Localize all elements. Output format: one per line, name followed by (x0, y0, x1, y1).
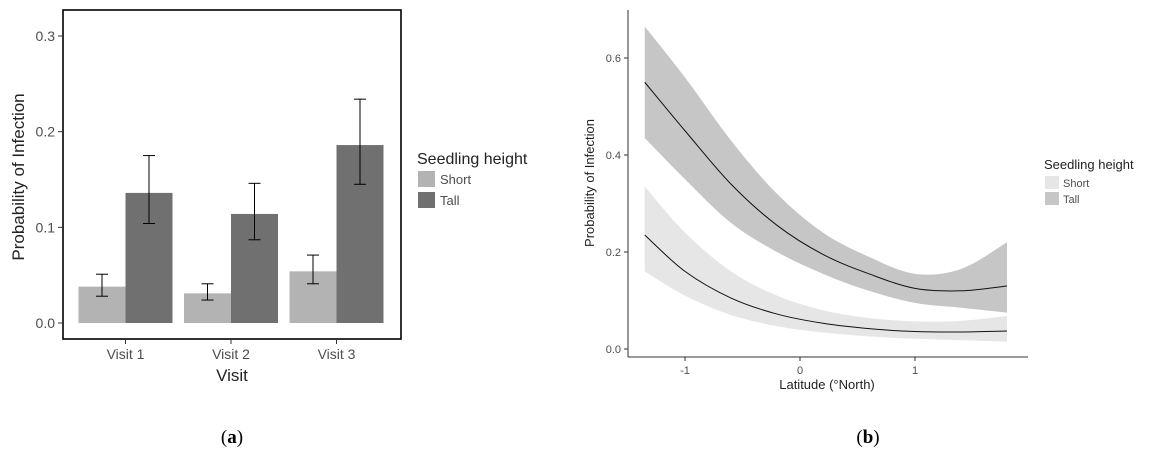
panel-b-legend-label-tall: Tall (1063, 194, 1080, 206)
panel-a-error-bars (96, 98, 366, 301)
panel-a-legend-label-short: Short (440, 172, 471, 187)
panel-b-y-axis-label: Probability of Infection (582, 119, 597, 247)
panel-a-x-tick-label: Visit 1 (107, 346, 145, 362)
panel-b-caption-letter: b (863, 427, 874, 448)
panel-a-caption-letter: a (227, 427, 237, 448)
panel-a-y-tick-label: 0.0 (36, 315, 56, 331)
panel-b-y-tick-label: 0.0 (606, 344, 621, 356)
panel-a-legend-swatch-short (418, 171, 435, 187)
panel-a: 0.0 0.1 0.2 0.3 Visit 1 Visit 2 Visit 3 Visit… (9, 9, 528, 448)
panel-a-x-axis-label: Visit (216, 366, 248, 385)
panel-a-legend: Seedling height Short Tall (417, 151, 528, 208)
fit-line-tall (644, 81, 1008, 292)
panel-a-y-tick-label: 0.1 (36, 219, 56, 235)
panel-a-bars (78, 145, 384, 323)
panel-a-caption: (a) (221, 427, 243, 448)
panel-b-y-tick-label: 0.6 (606, 53, 621, 65)
panel-b-legend-label-short: Short (1063, 178, 1089, 190)
panel-a-y-tick-label: 0.3 (36, 28, 56, 44)
panel-b-legend-swatch-short (1045, 176, 1059, 189)
panel-b-legend-swatch-tall (1045, 192, 1059, 205)
panel-b-x-tick-label: -1 (680, 365, 690, 377)
panel-b: 0.0 0.2 0.4 0.6 -1 0 1 Latitude (°North) Prob… (582, 10, 1134, 448)
panel-b-x-tick-label: 1 (912, 365, 918, 377)
panel-b-legend: Seedling height Short Tall (1044, 157, 1134, 206)
panel-a-x-ticks: Visit 1 Visit 2 Visit 3 (107, 339, 356, 362)
panel-a-x-tick-label: Visit 3 (318, 346, 356, 362)
panel-b-x-tick-label: 0 (797, 365, 803, 377)
panel-b-x-axis-label: Latitude (°North) (779, 377, 875, 392)
panel-b-legend-title: Seedling height (1044, 157, 1134, 172)
panel-b-caption: (b) (856, 427, 879, 448)
panel-b-x-ticks: -1 0 1 (680, 357, 918, 377)
panel-a-x-tick-label: Visit 2 (212, 346, 250, 362)
panel-b-y-ticks: 0.0 0.2 0.4 0.6 (606, 53, 628, 356)
panel-a-plot-border (62, 9, 402, 340)
panel-a-legend-label-tall: Tall (440, 193, 460, 208)
panel-a-legend-swatch-tall (418, 192, 435, 208)
confidence-band-short (644, 186, 1007, 342)
panel-a-y-tick-label: 0.2 (36, 124, 56, 140)
panel-b-fit-lines (644, 81, 1008, 333)
panel-a-y-ticks: 0.0 0.1 0.2 0.3 (36, 28, 63, 331)
panel-a-legend-title: Seedling height (417, 151, 528, 168)
panel-a-y-axis-label: Probability of Infection (9, 93, 28, 260)
panel-b-y-tick-label: 0.2 (606, 247, 621, 259)
panel-b-confidence-bands (644, 26, 1007, 342)
panel-b-y-tick-label: 0.4 (606, 150, 621, 162)
fit-line-short (644, 234, 1008, 333)
